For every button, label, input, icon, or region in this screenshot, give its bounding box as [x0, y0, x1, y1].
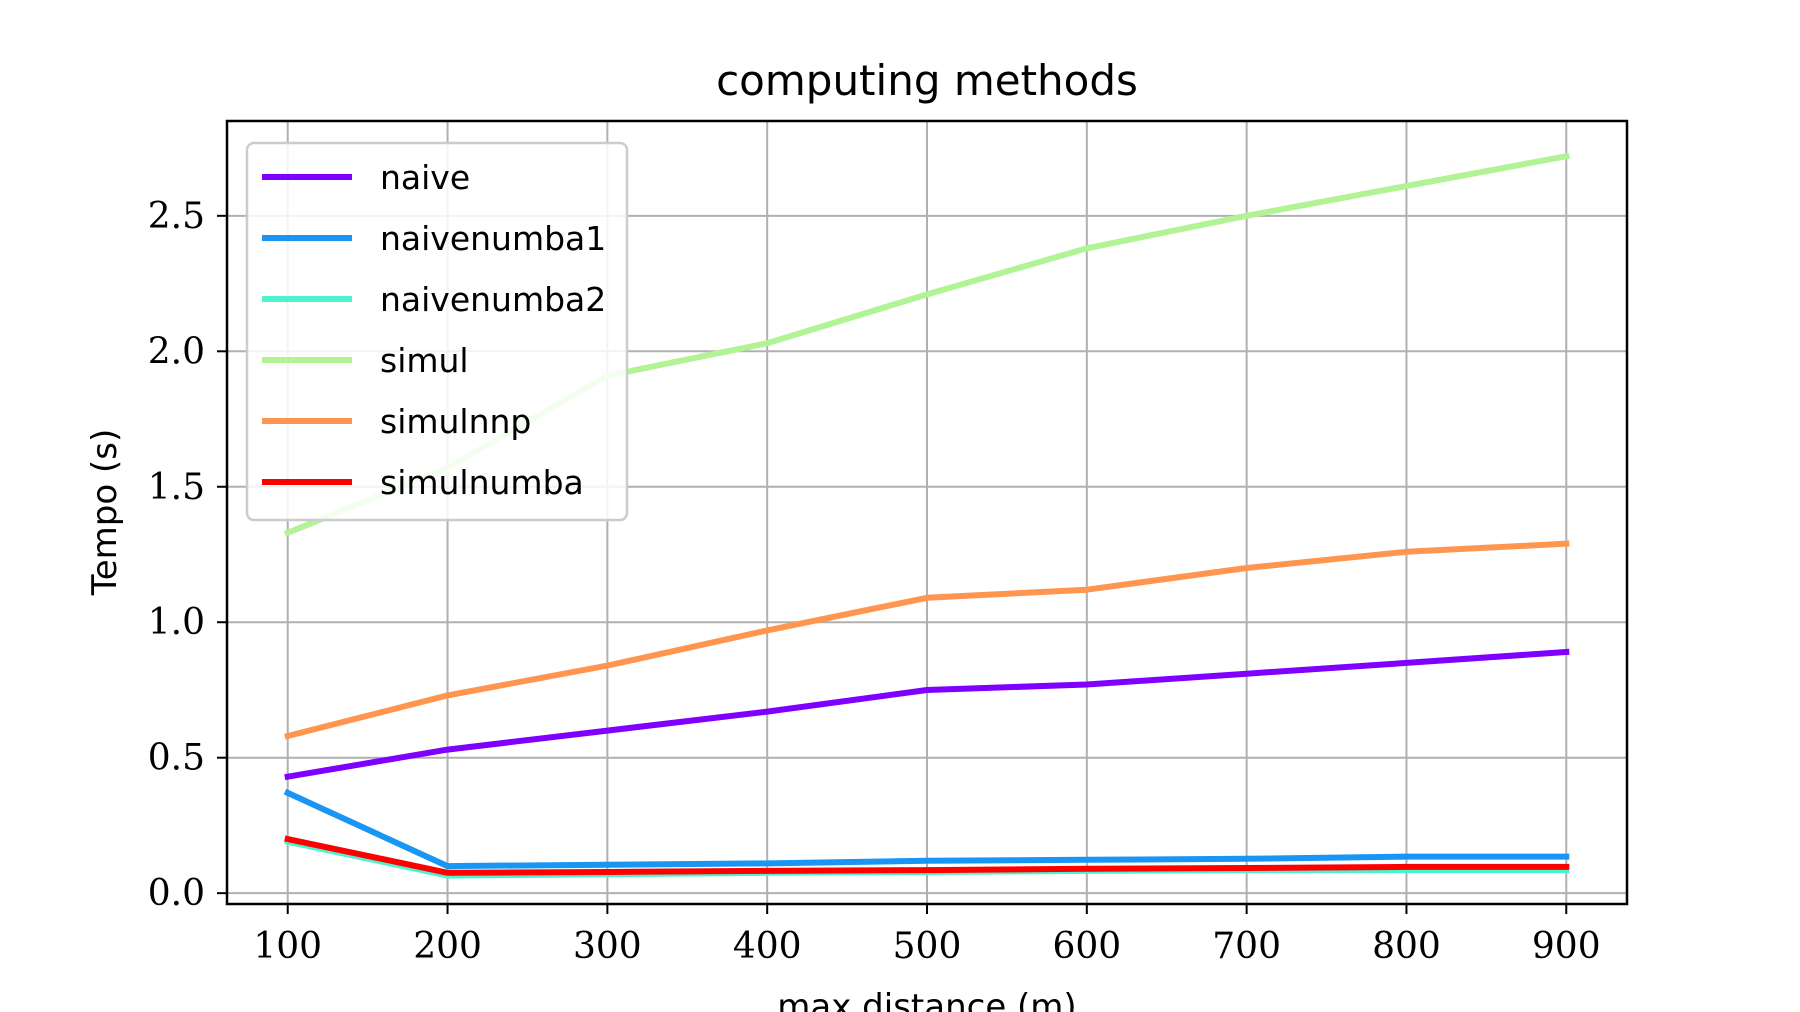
y-axis-label: Tempo (s) — [85, 429, 125, 596]
y-tick-label: 2.5 — [148, 196, 205, 237]
series-line-naivenumba1 — [283, 788, 1570, 870]
legend-label-simul: simul — [380, 341, 469, 380]
x-tick-label: 600 — [1052, 926, 1121, 967]
x-tick-label: 900 — [1532, 926, 1601, 967]
y-tick-label: 1.0 — [148, 602, 205, 643]
x-axis-label: max distance (m) — [777, 987, 1076, 1012]
x-axis-ticks: 100 200 300 400 500 600 700 800 900 — [253, 904, 1601, 967]
series-line-naive — [284, 648, 1570, 781]
y-axis-ticks: 0.0 0.5 1.0 1.5 2.0 2.5 — [148, 196, 227, 914]
legend-label-naivenumba1: naivenumba1 — [380, 219, 606, 258]
y-tick-label: 1.5 — [148, 467, 205, 508]
x-tick-label: 800 — [1372, 926, 1441, 967]
series-line-simulnumba — [284, 835, 1570, 876]
x-tick-label: 500 — [893, 926, 962, 967]
y-tick-label: 2.0 — [148, 331, 205, 372]
x-tick-label: 400 — [733, 926, 802, 967]
legend-label-simulnnp: simulnnp — [380, 402, 531, 441]
legend-label-simulnumba: simulnumba — [380, 463, 584, 502]
x-tick-label: 700 — [1212, 926, 1281, 967]
series-line-simulnnp — [284, 540, 1570, 740]
x-tick-label: 100 — [253, 926, 322, 967]
x-tick-label: 300 — [573, 926, 642, 967]
legend-label-naivenumba2: naivenumba2 — [380, 280, 606, 319]
y-tick-label: 0.0 — [148, 873, 205, 914]
y-tick-label: 0.5 — [148, 738, 205, 779]
x-tick-label: 200 — [413, 926, 482, 967]
grid — [227, 121, 1627, 904]
legend-label-naive: naive — [380, 158, 470, 197]
chart-title: computing methods — [716, 56, 1138, 105]
legend: naive naivenumba1 naivenumba2 simul simulnnp… — [245, 141, 629, 522]
